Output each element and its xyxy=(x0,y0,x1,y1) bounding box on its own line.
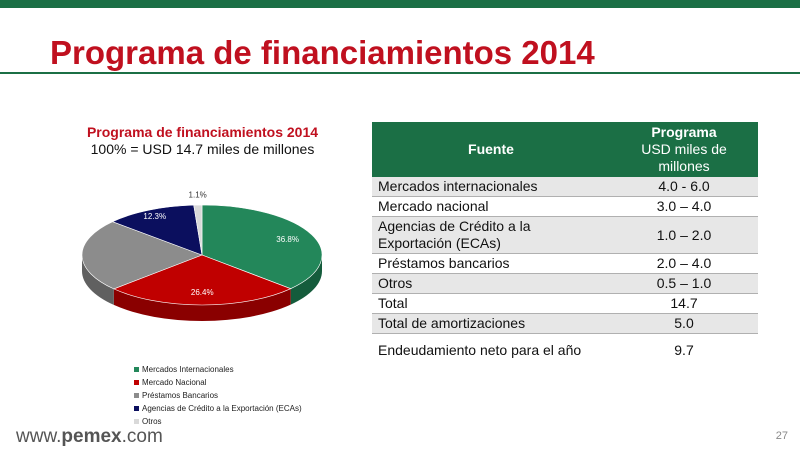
legend-swatch xyxy=(134,393,139,398)
footer-website: www.pemex.com xyxy=(16,426,163,448)
table-row: Total de amortizaciones 5.0 xyxy=(372,313,758,334)
legend-swatch xyxy=(134,380,139,385)
row-source: Total de amortizaciones xyxy=(372,313,610,334)
pie-slice xyxy=(193,204,203,256)
pie-data-label: 26.4% xyxy=(191,288,214,297)
row-source: Mercado nacional xyxy=(372,196,610,217)
legend-label: Mercados Internacionales xyxy=(142,365,234,374)
header-program-title: Programa xyxy=(651,124,717,140)
title-divider xyxy=(0,72,800,74)
row-source: Total xyxy=(372,293,610,314)
row-source: Agencias de Crédito a la Exportación (EC… xyxy=(372,216,610,254)
url-prefix: www. xyxy=(16,426,62,447)
page-number: 27 xyxy=(775,430,788,442)
chart-title: Programa de financiamientos 2014 xyxy=(86,124,319,140)
legend-label: Préstamos Bancarios xyxy=(142,391,219,400)
table-row: Agencias de Crédito a la Exportación (EC… xyxy=(372,216,758,254)
chart-subtitle: 100% = USD 14.7 miles de millones xyxy=(90,141,315,157)
page-title: Programa de financiamientos 2014 xyxy=(50,34,595,71)
url-brand: pemex xyxy=(61,426,122,447)
chart-legend: Mercados Internacionales Mercado Naciona… xyxy=(134,363,302,428)
table-row: Otros 0.5 – 1.0 xyxy=(372,273,758,294)
row-source: Préstamos bancarios xyxy=(372,253,610,274)
url-suffix: .com xyxy=(121,426,163,447)
table-row: Préstamos bancarios 2.0 – 4.0 xyxy=(372,253,758,274)
row-value: 14.7 xyxy=(610,293,758,314)
row-value: 9.7 xyxy=(610,333,758,360)
pie-chart: 36.8%26.4%23.5%12.3%1.1% xyxy=(81,191,323,321)
pie-data-label: 1.1% xyxy=(189,191,207,200)
legend-swatch xyxy=(134,406,139,411)
legend-label: Otros xyxy=(142,417,162,426)
pie-data-label: 36.8% xyxy=(276,235,299,244)
row-source: Mercados internacionales xyxy=(372,177,610,197)
legend-item: Mercado Nacional xyxy=(134,376,302,389)
financing-table: Fuente Programa USD miles de millones Me… xyxy=(372,122,758,360)
table-header-row: Fuente Programa USD miles de millones xyxy=(372,122,758,177)
header-program-units: USD miles de millones xyxy=(641,141,727,174)
legend-item: Agencias de Crédito a la Exportación (EC… xyxy=(134,402,302,415)
row-value: 2.0 – 4.0 xyxy=(610,253,758,274)
legend-item: Mercados Internacionales xyxy=(134,363,302,376)
top-accent-bar xyxy=(0,0,800,8)
table-row: Mercados internacionales 4.0 - 6.0 xyxy=(372,177,758,197)
legend-label: Agencias de Crédito a la Exportación (EC… xyxy=(142,404,302,413)
header-source: Fuente xyxy=(372,122,610,177)
legend-swatch xyxy=(134,419,139,424)
header-program: Programa USD miles de millones xyxy=(610,122,758,177)
legend-label: Mercado Nacional xyxy=(142,378,207,387)
pie-slice xyxy=(81,221,203,290)
pie-slice xyxy=(201,204,323,290)
row-source: Endeudamiento neto para el año xyxy=(372,333,610,360)
row-value: 5.0 xyxy=(610,313,758,334)
legend-item: Préstamos Bancarios xyxy=(134,389,302,402)
row-value: 0.5 – 1.0 xyxy=(610,273,758,294)
table-row: Mercado nacional 3.0 – 4.0 xyxy=(372,196,758,217)
row-value: 3.0 – 4.0 xyxy=(610,196,758,217)
row-value: 4.0 - 6.0 xyxy=(610,177,758,197)
pie-slice xyxy=(113,254,292,306)
pie-data-label: 12.3% xyxy=(143,212,166,221)
pie-slice xyxy=(111,204,203,256)
row-value: 1.0 – 2.0 xyxy=(610,216,758,254)
pie-slice-side xyxy=(113,288,291,321)
legend-item: Otros xyxy=(134,415,302,428)
table-row: Total 14.7 xyxy=(372,293,758,314)
legend-swatch xyxy=(134,367,139,372)
table-row: Endeudamiento neto para el año 9.7 xyxy=(372,333,758,360)
row-source: Otros xyxy=(372,273,610,294)
